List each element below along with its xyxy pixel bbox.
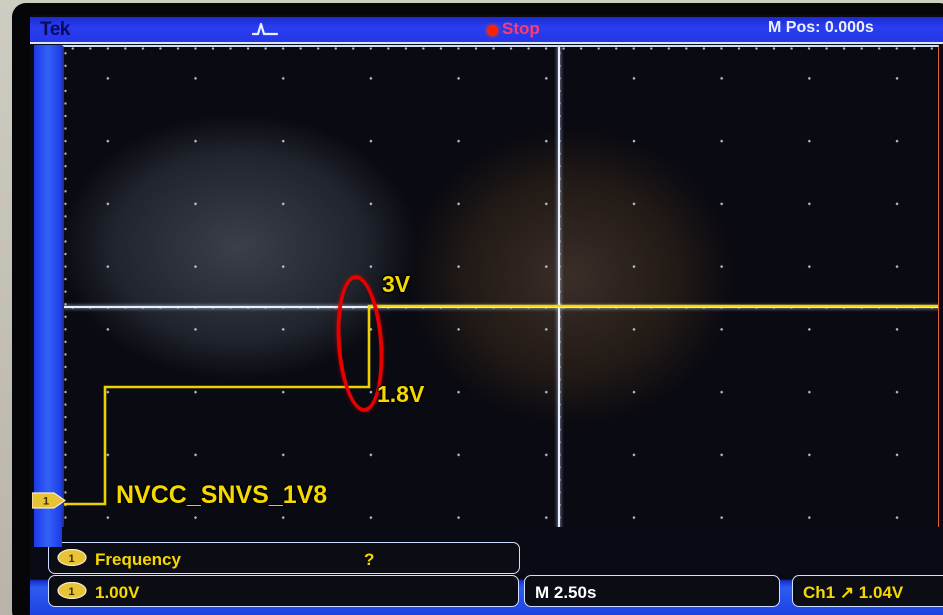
svg-text:1: 1 [69,553,75,565]
svg-text:1: 1 [69,586,75,598]
svg-text:1: 1 [43,496,49,508]
